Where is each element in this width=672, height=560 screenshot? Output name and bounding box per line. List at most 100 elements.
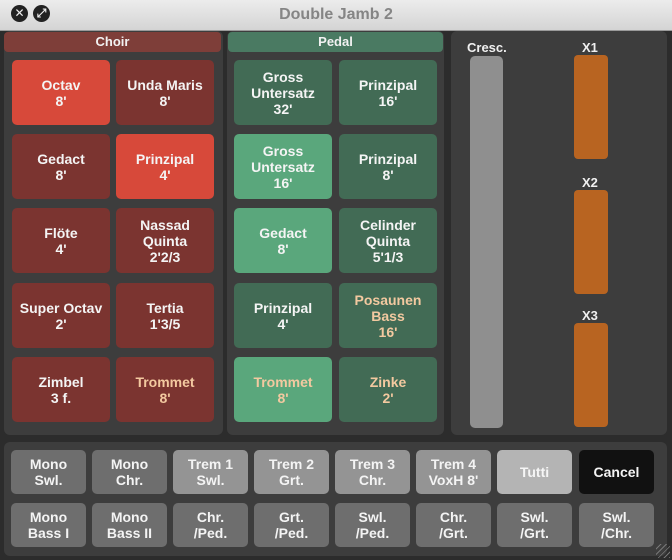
pedal-header: Pedal (228, 32, 443, 52)
stop-name: Trommet (253, 373, 313, 390)
stop-pitch: 8' (277, 240, 289, 257)
stop-name: Trommet (135, 373, 195, 390)
choir-header: Choir (4, 32, 221, 52)
stop-pitch: 16' (378, 323, 398, 340)
button-line1: Swl. (358, 509, 387, 525)
stop-name: Super Octav (19, 299, 103, 316)
stop-pitch: 32' (273, 100, 293, 117)
close-icon[interactable]: ✕ (11, 5, 28, 22)
stop-pitch: 4' (277, 315, 289, 332)
button-label: Tutti (519, 464, 550, 480)
stop-gedact-pedal[interactable]: Gedact 8' (234, 208, 332, 273)
button-line1: Trem 3 (349, 456, 396, 472)
stop-name: Posaunen Bass (354, 291, 422, 324)
stop-nassad-quinta[interactable]: Nassad Quinta 2'2/3 (116, 208, 214, 273)
cancel-button[interactable]: Cancel (579, 450, 654, 494)
button-line1: Mono (29, 509, 68, 525)
swell-pedal-x3[interactable] (574, 323, 608, 427)
stop-super-octav[interactable]: Super Octav 2' (12, 283, 110, 348)
stop-trommet[interactable]: Trommet 8' (116, 357, 214, 422)
stop-name: Tertia (146, 299, 184, 316)
button-line2: /Grt. (439, 525, 468, 541)
stop-name: Prinzipal (358, 76, 418, 93)
button-line1: Mono (110, 456, 149, 472)
mono-bass2-button[interactable]: Mono Bass II (92, 503, 167, 547)
chr-ped-coupler-button[interactable]: Chr./Ped. (173, 503, 248, 547)
button-line1: Swl. (602, 509, 631, 525)
button-line1: Mono (29, 456, 68, 472)
stop-gross-untersatz-16[interactable]: Gross Untersatz 16' (234, 134, 332, 199)
stop-pitch: 16' (273, 174, 293, 191)
chr-grt-coupler-button[interactable]: Chr./Grt. (416, 503, 491, 547)
stop-name: Prinzipal (253, 299, 313, 316)
swell-label-x2: X2 (582, 175, 598, 190)
resize-grip-icon[interactable] (656, 544, 670, 558)
button-line2: /Ped. (355, 525, 390, 541)
stop-pitch: 16' (378, 92, 398, 109)
stop-gross-untersatz-32[interactable]: Gross Untersatz 32' (234, 60, 332, 125)
button-label: Cancel (593, 464, 640, 480)
stop-tertia[interactable]: Tertia 1'3/5 (116, 283, 214, 348)
stop-pitch: 4' (55, 240, 67, 257)
grt-ped-coupler-button[interactable]: Grt./Ped. (254, 503, 329, 547)
stop-name: Prinzipal (135, 150, 195, 167)
swl-grt-coupler-button[interactable]: Swl./Grt. (497, 503, 572, 547)
button-line2: Bass I (27, 525, 70, 541)
stop-prinzipal-16[interactable]: Prinzipal 16' (339, 60, 437, 125)
stop-pitch: 2' (55, 315, 67, 332)
stop-prinzipal-8[interactable]: Prinzipal 8' (339, 134, 437, 199)
stop-celinder-quinta[interactable]: Celinder Quinta 5'1/3 (339, 208, 437, 273)
stop-name: Zinke (369, 373, 407, 390)
crescendo-label: Cresc. (467, 40, 507, 55)
stop-posaunen-bass[interactable]: Posaunen Bass 16' (339, 283, 437, 348)
trem1-swl-button[interactable]: Trem 1 Swl. (173, 450, 248, 494)
mono-swl-button[interactable]: Mono Swl. (11, 450, 86, 494)
stop-octav[interactable]: Octav 8' (12, 60, 110, 125)
trem3-chr-button[interactable]: Trem 3 Chr. (335, 450, 410, 494)
stop-pitch: 2'2/3 (149, 248, 181, 265)
stop-zimbel[interactable]: Zimbel 3 f. (12, 357, 110, 422)
stop-prinzipal-4[interactable]: Prinzipal 4' (234, 283, 332, 348)
stop-name: Flöte (44, 224, 78, 241)
stop-trommet-pedal[interactable]: Trommet 8' (234, 357, 332, 422)
stop-zinke[interactable]: Zinke 2' (339, 357, 437, 422)
swl-ped-coupler-button[interactable]: Swl./Ped. (335, 503, 410, 547)
stop-pitch: 8' (55, 92, 67, 109)
button-line2: Chr. (358, 472, 387, 488)
stop-flote[interactable]: Flöte 4' (12, 208, 110, 273)
swl-chr-coupler-button[interactable]: Swl./Chr. (579, 503, 654, 547)
stop-pitch: 8' (55, 166, 67, 183)
swell-label-x3: X3 (582, 308, 598, 323)
stop-name: Octav (41, 76, 81, 93)
tutti-button[interactable]: Tutti (497, 450, 572, 494)
stop-gedact[interactable]: Gedact 8' (12, 134, 110, 199)
button-line1: Trem 1 (187, 456, 234, 472)
resize-icon[interactable]: ⤢ (33, 5, 50, 22)
button-line1: Chr. (439, 509, 468, 525)
stop-name: Unda Maris (127, 76, 203, 93)
stop-name: Gedact (37, 150, 85, 167)
button-line1: Grt. (279, 509, 304, 525)
stop-prinzipal[interactable]: Prinzipal 4' (116, 134, 214, 199)
title-bar: ✕ ⤢ Double Jamb 2 (0, 0, 672, 31)
button-line2: Swl. (196, 472, 225, 488)
stop-pitch: 3 f. (50, 389, 72, 406)
button-line2: /Ped. (274, 525, 309, 541)
stop-unda-maris[interactable]: Unda Maris 8' (116, 60, 214, 125)
mono-chr-button[interactable]: Mono Chr. (92, 450, 167, 494)
button-line2: Grt. (279, 472, 304, 488)
button-line1: Trem 2 (268, 456, 315, 472)
trem4-voxh-button[interactable]: Trem 4 VoxH 8' (416, 450, 491, 494)
mono-bass1-button[interactable]: Mono Bass I (11, 503, 86, 547)
stop-pitch: 4' (159, 166, 171, 183)
stop-name: Zimbel (38, 373, 84, 390)
swell-pedal-x2[interactable] (574, 190, 608, 294)
button-line2: Swl. (34, 472, 63, 488)
stop-name: Gedact (259, 224, 307, 241)
button-line1: Trem 4 (430, 456, 477, 472)
trem2-grt-button[interactable]: Trem 2 Grt. (254, 450, 329, 494)
button-line2: VoxH 8' (428, 472, 479, 488)
window-title: Double Jamb 2 (279, 6, 393, 23)
crescendo-pedal[interactable] (470, 56, 503, 428)
swell-pedal-x1[interactable] (574, 55, 608, 159)
